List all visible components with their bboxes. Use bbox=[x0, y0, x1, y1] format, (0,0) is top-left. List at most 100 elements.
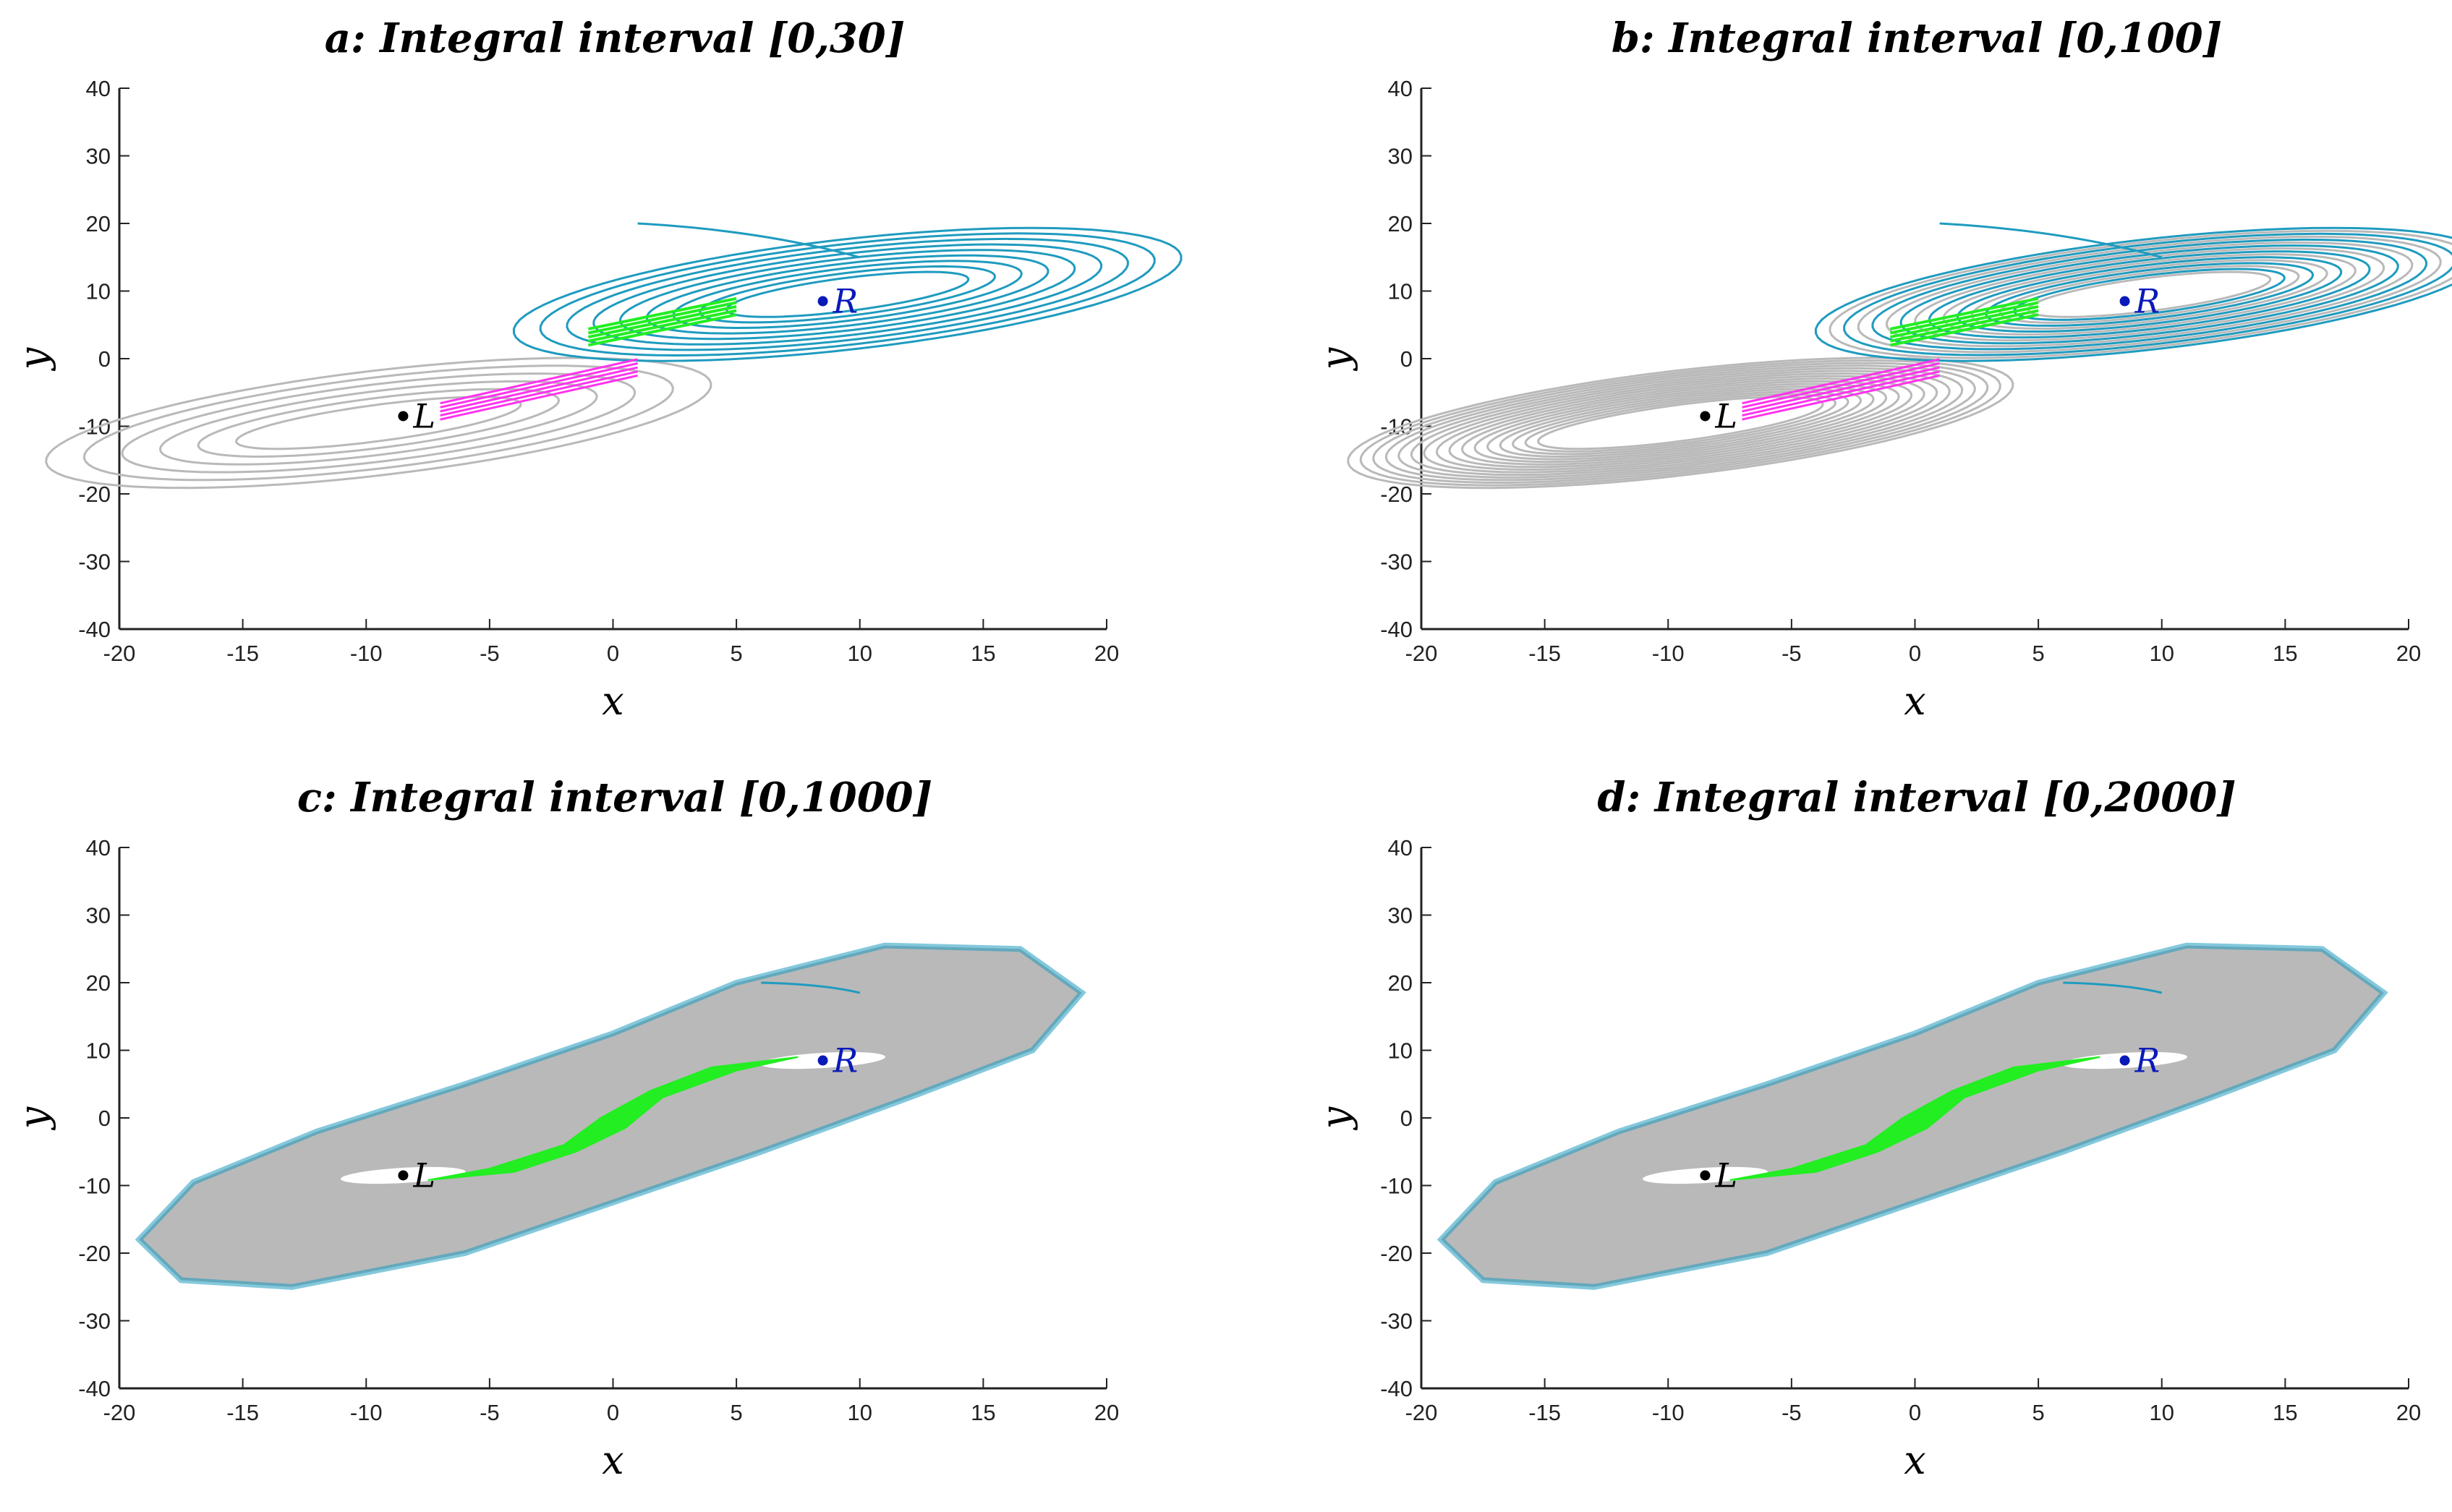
chart-b-equilibrium-R-label: R bbox=[2134, 282, 2161, 321]
chart-d-ytick-label: -20 bbox=[1380, 1241, 1413, 1266]
chart-a-ylabel: y bbox=[11, 346, 56, 371]
chart-a-right-loop bbox=[672, 260, 1023, 330]
chart-b-crossing-rl bbox=[1742, 366, 1940, 413]
chart-d-ytick-label: 0 bbox=[1400, 1106, 1413, 1131]
chart-b-equilibrium-L-marker bbox=[1700, 411, 1711, 422]
chart-a-left-loop bbox=[45, 356, 712, 490]
chart-c-xtick-label: 10 bbox=[848, 1400, 872, 1425]
chart-b-entry-curve bbox=[1939, 222, 2163, 259]
chart-d-crossing-sheet bbox=[1729, 1056, 2100, 1181]
chart-d-ylabel: y bbox=[1313, 1106, 1358, 1130]
chart-a-crossing-rl bbox=[440, 358, 638, 405]
chart-a-crossing-lr bbox=[587, 296, 737, 330]
chart-d-xtick-label: 20 bbox=[2396, 1400, 2421, 1425]
chart-b-left-loop bbox=[1397, 367, 1964, 479]
chart-d-ytick-label: -30 bbox=[1380, 1309, 1413, 1334]
chart-c-entry-curve bbox=[761, 981, 861, 994]
chart-a-equilibrium-L-marker bbox=[398, 411, 409, 422]
chart-a-crossing-rl bbox=[440, 374, 638, 421]
chart-b-title: b: Integral interval [0,100] bbox=[1612, 14, 2222, 62]
chart-d-ytick-label: 30 bbox=[1388, 903, 1413, 928]
chart-a-left-loop bbox=[82, 364, 674, 482]
chart-b-crossing-lr bbox=[1889, 296, 2039, 330]
chart-b-crossing-lr bbox=[1889, 313, 2039, 347]
chart-c-xtick-label: -15 bbox=[226, 1400, 259, 1425]
chart-c-ytick-label: -40 bbox=[78, 1376, 111, 1401]
chart-b-left-loop bbox=[1537, 396, 1824, 450]
chart-a-crossing-lr bbox=[587, 309, 737, 343]
chart-b-left-loop bbox=[1372, 362, 1989, 484]
chart-c-equilibrium-L-marker bbox=[398, 1170, 409, 1181]
chart-c-xtick-label: -10 bbox=[350, 1400, 383, 1425]
chart-d-ytick-label: 20 bbox=[1388, 970, 1413, 996]
chart-d-title: d: Integral interval [0,2000] bbox=[1597, 774, 2236, 821]
chart-a-ytick-label: 10 bbox=[86, 279, 111, 304]
chart-a-left-loop bbox=[235, 396, 522, 450]
chart-b-left-loop bbox=[1512, 390, 1849, 456]
chart-b-svg: b: Integral interval [0,100] 40 30 20 10 0 -10… bbox=[1313, 14, 2452, 724]
chart-b-xtick-label: 20 bbox=[2396, 641, 2421, 666]
chart-d-equilibrium-R-label: R bbox=[2134, 1041, 2161, 1080]
chart-b-left-loop bbox=[1499, 388, 1863, 458]
chart-b-right-loop bbox=[1970, 259, 2328, 330]
chart-a-equilibrium-R-marker bbox=[817, 296, 828, 307]
chart-a-equilibrium-L-label: L bbox=[412, 396, 435, 435]
chart-b-left-loop bbox=[1384, 364, 1976, 482]
chart-b-left-loop bbox=[1473, 383, 1888, 464]
chart-c-title: c: Integral interval [0,1000] bbox=[297, 774, 932, 821]
chart-b-crossing-rl bbox=[1742, 370, 1940, 417]
chart-b-left-loop bbox=[1435, 375, 1925, 471]
chart-a-xtick-label: -20 bbox=[103, 641, 136, 666]
chart-d-ytick-label: 10 bbox=[1388, 1038, 1413, 1064]
chart-b-crossing-rl bbox=[1742, 374, 1940, 421]
chart-b-ytick-label: -30 bbox=[1380, 550, 1413, 575]
chart-a-xtick-label: 15 bbox=[971, 641, 995, 666]
chart-a-right-loop bbox=[512, 226, 1183, 362]
chart-a-xtick-label: -10 bbox=[350, 641, 383, 666]
chart-c-ytick-label: 0 bbox=[98, 1106, 111, 1131]
chart-b-ytick-label: 40 bbox=[1388, 76, 1413, 101]
chart-b-ytick-label: 10 bbox=[1388, 279, 1413, 304]
chart-d-equilibrium-R-marker bbox=[2119, 1055, 2130, 1066]
chart-d-ytick-label: -40 bbox=[1380, 1376, 1413, 1401]
chart-a-ytick-label: -30 bbox=[78, 550, 111, 575]
chart-a-xtick-label: 0 bbox=[607, 641, 619, 666]
chart-a-xtick-label: 5 bbox=[731, 641, 743, 666]
chart-d-xtick-label: -15 bbox=[1528, 1400, 1561, 1425]
chart-b-xtick-label: 5 bbox=[2032, 641, 2045, 666]
chart-b-left-loop bbox=[1524, 393, 1837, 453]
chart-b-right-loop bbox=[1829, 229, 2452, 359]
chart-d-xtick-label: -10 bbox=[1652, 1400, 1685, 1425]
chart-a-entry-curve bbox=[637, 222, 861, 259]
chart-b-right-loop bbox=[1843, 232, 2452, 356]
chart-c-ytick-label: 10 bbox=[86, 1038, 111, 1064]
chart-c-ytick-label: -10 bbox=[78, 1174, 111, 1199]
chart-panel-c: c: Integral interval [0,1000] 40 30 20 10 0 -1… bbox=[7, 766, 1222, 1511]
chart-b-xtick-label: -20 bbox=[1405, 641, 1438, 666]
chart-d-xtick-label: 0 bbox=[1909, 1400, 1921, 1425]
chart-b-left-loop bbox=[1423, 372, 1938, 474]
chart-c-ytick-label: 30 bbox=[86, 903, 111, 928]
chart-c-equilibrium-R-marker bbox=[817, 1055, 828, 1066]
chart-a-left-loop bbox=[158, 380, 598, 466]
chart-a-ytick-label: 40 bbox=[86, 76, 111, 101]
chart-b-ytick-label: 30 bbox=[1388, 144, 1413, 169]
chart-c-xtick-label: 0 bbox=[607, 1400, 619, 1425]
chart-b-crossing-lr bbox=[1889, 309, 2039, 343]
chart-b-crossing-rl bbox=[1742, 358, 1940, 405]
chart-c-ytick-label: 20 bbox=[86, 970, 111, 996]
chart-panel-d: d: Integral interval [0,2000] 40 30 20 10 0 -1… bbox=[1309, 766, 2452, 1511]
chart-d-entry-curve bbox=[2063, 981, 2163, 994]
chart-c-crossing-sheet bbox=[427, 1056, 799, 1181]
chart-a-ytick-label: -20 bbox=[78, 482, 111, 507]
chart-d-equilibrium-L-marker bbox=[1700, 1170, 1711, 1181]
chart-d-xtick-label: 10 bbox=[2150, 1400, 2174, 1425]
chart-d-ytick-label: 40 bbox=[1388, 835, 1413, 860]
chart-c-xtick-label: 15 bbox=[971, 1400, 995, 1425]
chart-a-crossing-rl bbox=[440, 362, 638, 409]
chart-d-svg: d: Integral interval [0,2000] 40 30 20 10 0 -1… bbox=[1313, 774, 2421, 1483]
chart-a-title: a: Integral interval [0,30] bbox=[325, 14, 906, 62]
chart-a-xtick-label: 20 bbox=[1094, 641, 1119, 666]
chart-c-ytick-label: 40 bbox=[86, 835, 111, 860]
chart-b-right-loop bbox=[1814, 226, 2452, 362]
